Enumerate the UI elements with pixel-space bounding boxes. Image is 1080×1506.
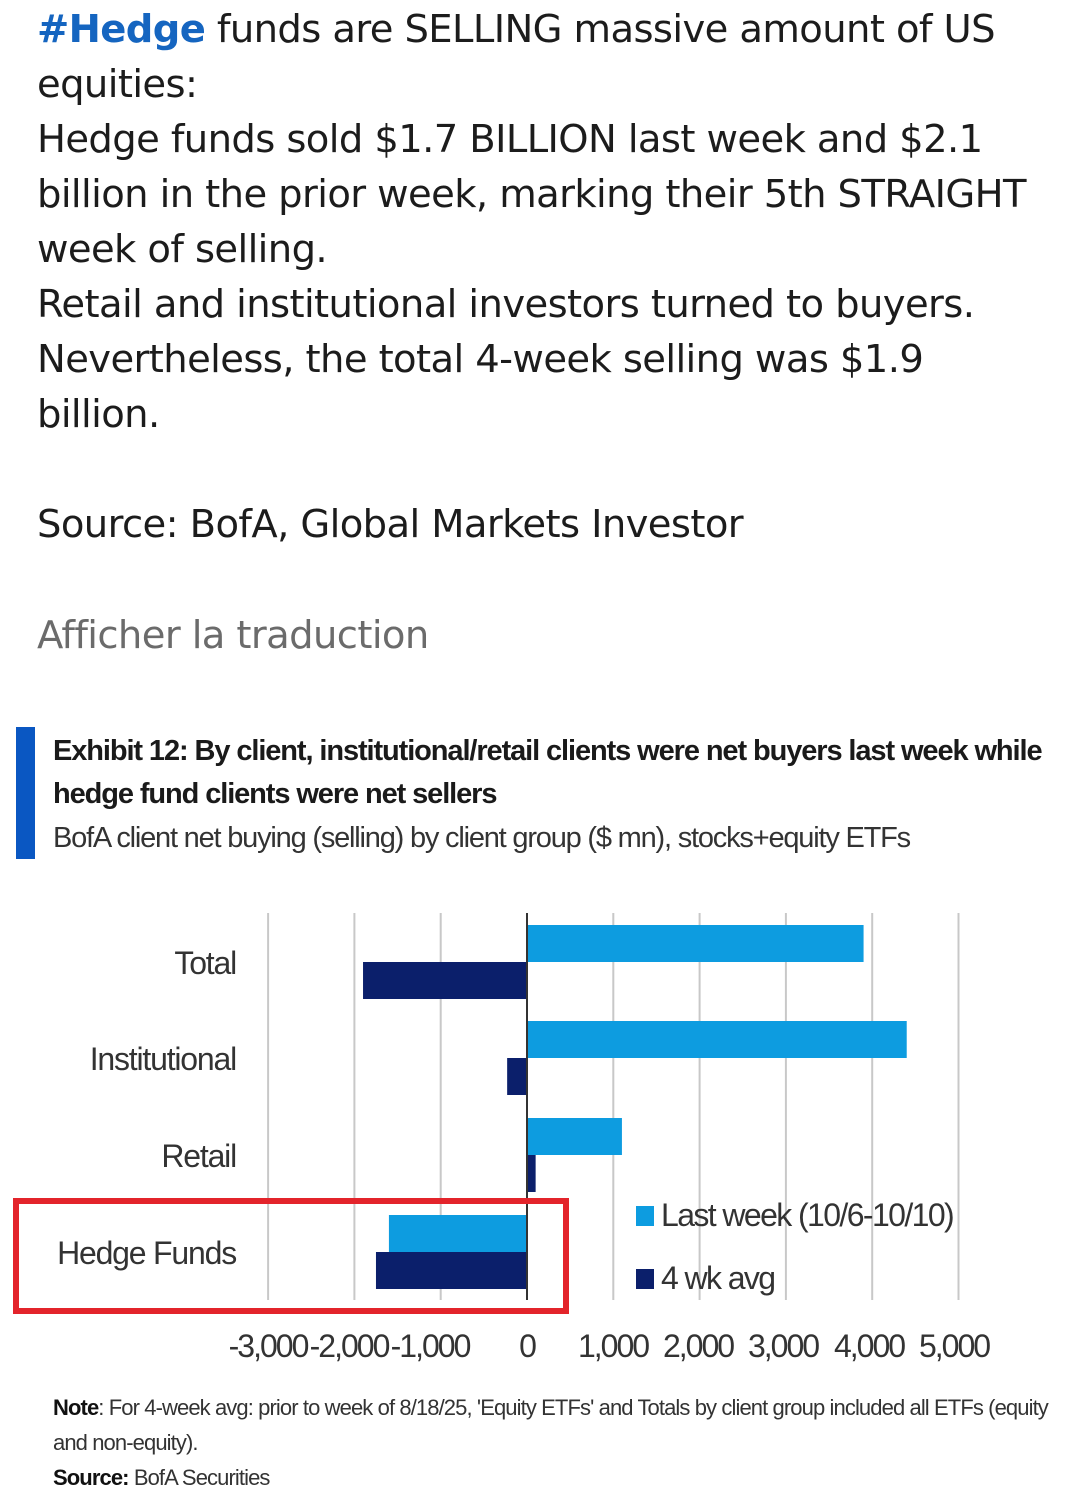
legend-swatch-last-week bbox=[636, 1206, 654, 1226]
legend-label-4wk-avg: 4 wk avg bbox=[661, 1260, 774, 1296]
post-source: Source: BofA, Global Markets Investor bbox=[37, 502, 744, 547]
x-tick-label: -2,000 bbox=[310, 1328, 390, 1364]
exhibit-title: Exhibit 12: By client, institutional/ret… bbox=[53, 735, 1043, 810]
x-tick-label: -1,000 bbox=[391, 1328, 471, 1364]
category-label: Total bbox=[174, 945, 236, 981]
x-tick-label: 0 bbox=[519, 1328, 536, 1364]
bar-last-week bbox=[388, 1215, 527, 1252]
post-line-4: Nevertheless, the total 4-week selling w… bbox=[37, 337, 924, 437]
bar-chart: Total Institutional Retail Hedge Funds -3,00… bbox=[13, 913, 992, 1364]
exhibit-subtitle: BofA client net buying (selling) by clie… bbox=[53, 822, 911, 854]
x-tick-label: 1,000 bbox=[578, 1328, 649, 1364]
x-tick-label: 2,000 bbox=[663, 1328, 734, 1364]
post-line-2: Hedge funds sold $1.7 BILLION last week … bbox=[37, 117, 1027, 272]
bar-4wk-avg bbox=[363, 962, 527, 999]
x-tick-label: 5,000 bbox=[919, 1328, 990, 1364]
exhibit-note: Note: For 4-week avg: prior to week of 8… bbox=[53, 1390, 1053, 1495]
legend-label-last-week: Last week (10/6-10/10) bbox=[661, 1197, 953, 1233]
x-tick-label: -3,000 bbox=[229, 1328, 309, 1364]
chart-image[interactable]: Exhibit 12: By client, institutional/ret… bbox=[0, 700, 1080, 1506]
post-line-1-text: funds are SELLING massive amount of US e… bbox=[37, 7, 996, 107]
x-tick-label: 3,000 bbox=[748, 1328, 819, 1364]
note-label: Note bbox=[53, 1395, 99, 1420]
category-label: Retail bbox=[161, 1138, 236, 1174]
x-tick-label: 4,000 bbox=[834, 1328, 905, 1364]
note-text: : For 4-week avg: prior to week of 8/18/… bbox=[53, 1395, 1049, 1455]
exhibit-accent-bar bbox=[16, 727, 35, 859]
source-text: BofA Securities bbox=[128, 1465, 271, 1490]
hashtag-link[interactable]: #Hedge bbox=[37, 7, 206, 52]
source-label: Source: bbox=[53, 1465, 130, 1490]
post-text: #Hedge funds are SELLING massive amount … bbox=[37, 2, 1047, 442]
bar-4wk-avg bbox=[527, 1155, 536, 1192]
post-line-1: #Hedge funds are SELLING massive amount … bbox=[37, 2, 1047, 112]
legend-swatch-4wk-avg bbox=[636, 1269, 654, 1289]
post-line-3: Retail and institutional investors turne… bbox=[37, 282, 975, 327]
category-label: Hedge Funds bbox=[57, 1235, 236, 1271]
bar-last-week bbox=[527, 1118, 622, 1155]
bar-4wk-avg bbox=[375, 1252, 527, 1289]
hedge-funds-highlight-box bbox=[13, 1198, 569, 1314]
bar-last-week bbox=[527, 1021, 907, 1058]
show-translation-link[interactable]: Afficher la traduction bbox=[37, 613, 429, 658]
category-label: Institutional bbox=[90, 1041, 236, 1077]
bar-4wk-avg bbox=[507, 1058, 527, 1095]
bar-last-week bbox=[527, 925, 864, 962]
